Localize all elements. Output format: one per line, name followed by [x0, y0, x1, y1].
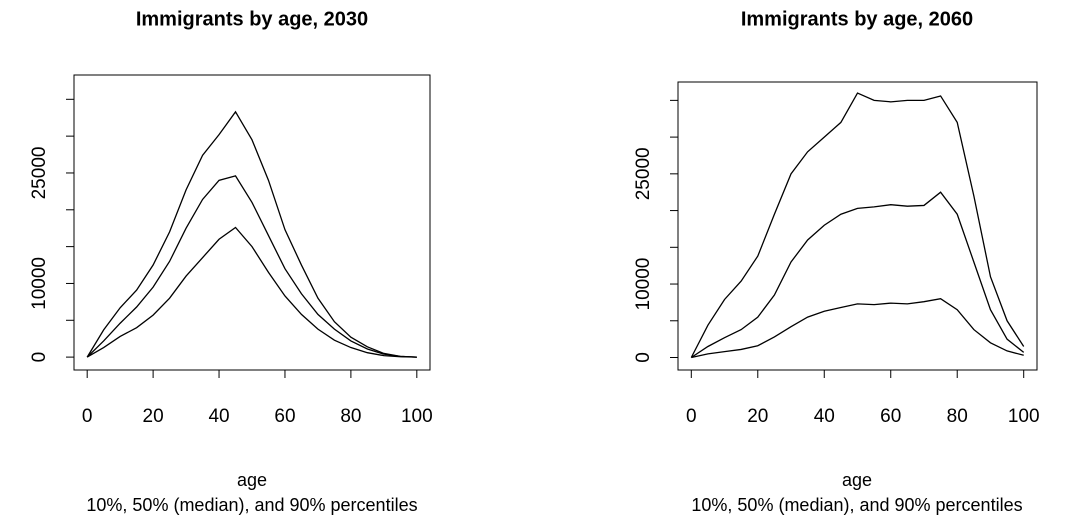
- x-tick-label: 40: [208, 406, 229, 427]
- plot-box: [73, 74, 431, 371]
- y-tick-label: 25000: [29, 147, 50, 200]
- y-tick-label: 10000: [633, 258, 654, 311]
- chart-subtitle: 10%, 50% (median), and 90% percentiles: [691, 495, 1022, 515]
- chart-subtitle: 10%, 50% (median), and 90% percentiles: [86, 495, 417, 515]
- chart-title: Immigrants by age, 2060: [741, 8, 973, 30]
- x-tick-label: 100: [1008, 406, 1040, 427]
- plot-box: [677, 81, 1038, 371]
- y-tick-label: 0: [29, 352, 50, 363]
- series-line: [86, 110, 417, 358]
- y-tick-label: 10000: [29, 257, 50, 310]
- series-line: [86, 175, 417, 358]
- series-line: [86, 226, 417, 358]
- chart-title: Immigrants by age, 2030: [136, 8, 368, 30]
- x-tick-label: 80: [947, 406, 968, 427]
- series-line: [690, 92, 1025, 358]
- x-tick-label: 20: [143, 406, 164, 427]
- x-tick-label: 0: [82, 406, 93, 427]
- x-tick-label: 80: [340, 406, 361, 427]
- y-tick-label: 0: [633, 352, 654, 363]
- x-tick-label: 40: [814, 406, 835, 427]
- series-line: [690, 191, 1025, 359]
- x-tick-label: 20: [747, 406, 768, 427]
- x-tick-label: 100: [401, 406, 433, 427]
- y-tick-label: 25000: [633, 147, 654, 200]
- x-tick-label: 60: [274, 406, 295, 427]
- x-axis-label: age: [237, 470, 267, 490]
- x-axis-label: age: [842, 470, 872, 490]
- x-tick-label: 60: [880, 406, 901, 427]
- series-line: [691, 298, 1024, 359]
- x-tick-label: 0: [686, 406, 697, 427]
